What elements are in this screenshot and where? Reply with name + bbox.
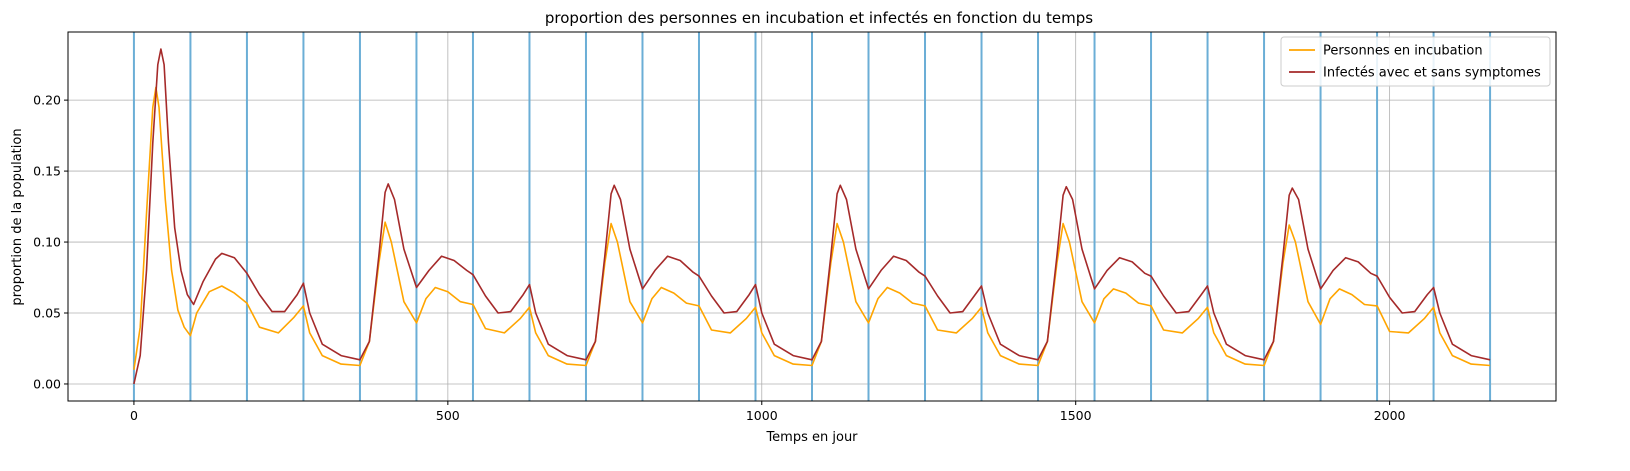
x-axis: 0 500 1000 1500 2000 bbox=[130, 401, 1406, 423]
y-tick-label: 0.00 bbox=[33, 376, 61, 391]
chart-title: proportion des personnes en incubation e… bbox=[545, 9, 1093, 27]
y-axis-title: proportion de la population bbox=[10, 128, 25, 305]
x-tick-label: 1500 bbox=[1060, 408, 1092, 423]
y-tick-label: 0.15 bbox=[33, 164, 61, 179]
y-tick-label: 0.20 bbox=[33, 93, 61, 108]
x-axis-title: Temps en jour bbox=[765, 430, 858, 445]
y-axis: 0.00 0.05 0.10 0.15 0.20 bbox=[33, 93, 68, 391]
legend: Personnes en incubation Infectés avec et … bbox=[1280, 36, 1551, 87]
legend-box bbox=[1280, 36, 1551, 87]
y-tick-label: 0.05 bbox=[33, 306, 61, 321]
x-tick-label: 2000 bbox=[1374, 408, 1406, 423]
y-tick-label: 0.10 bbox=[33, 235, 61, 250]
series-line-2 bbox=[133, 48, 1491, 385]
x-tick-label: 0 bbox=[130, 408, 138, 423]
series-line-1 bbox=[133, 86, 1491, 370]
x-tick-label: 500 bbox=[436, 408, 460, 423]
series-lines bbox=[133, 48, 1491, 385]
plot-area-frame bbox=[67, 31, 1557, 402]
x-tick-label: 1000 bbox=[746, 408, 778, 423]
legend-entry: Personnes en incubation bbox=[1323, 44, 1483, 59]
legend-entry: Infectés avec et sans symptomes bbox=[1323, 66, 1541, 81]
period-markers bbox=[132, 32, 1492, 401]
